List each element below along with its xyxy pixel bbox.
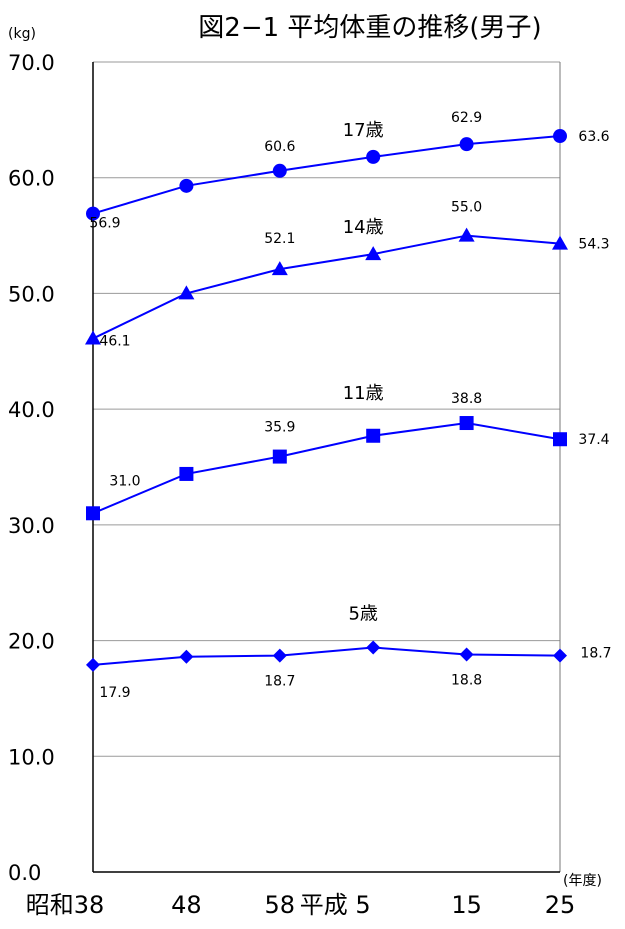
data-point [271, 261, 288, 276]
x-tick-label: 15 [451, 891, 482, 919]
data-point [366, 428, 381, 443]
series-line [92, 234, 561, 340]
data-label: 38.8 [451, 391, 482, 407]
data-point [179, 466, 194, 481]
data-point [272, 449, 287, 464]
data-point [272, 163, 287, 178]
y-tick-label: 20.0 [8, 630, 55, 654]
y-tick-label: 30.0 [8, 514, 55, 538]
x-axis-unit: (年度) [563, 873, 602, 889]
data-point [365, 246, 382, 261]
data-label: 56.9 [89, 216, 120, 232]
data-point [553, 648, 567, 663]
data-point [86, 206, 100, 221]
y-tick-label: 40.0 [8, 398, 55, 422]
data-point [553, 129, 567, 144]
series-name-label: 5歳 [348, 604, 377, 625]
data-point [459, 416, 474, 431]
chart-title: 図2−1 平均体重の推移(男子) [198, 13, 541, 43]
data-point [179, 649, 194, 664]
x-tick-label: 58 [265, 891, 296, 919]
data-point [458, 227, 475, 242]
data-point [178, 285, 195, 300]
data-label: 46.1 [99, 334, 130, 350]
y-tick-label: 60.0 [8, 167, 55, 191]
data-label: 17.9 [99, 685, 130, 701]
data-label: 31.0 [109, 473, 140, 489]
data-label: 62.9 [451, 110, 482, 126]
series-line [92, 135, 561, 215]
data-point [86, 506, 100, 521]
data-label: 35.9 [264, 420, 295, 436]
series-line [92, 646, 561, 666]
series-1: 46.1 52.1 55.0 54.3 14歳 [85, 200, 610, 350]
data-point [272, 648, 287, 663]
x-tick-label: 平成 5 [300, 891, 371, 919]
y-tick-labels: 0.0 10.0 20.0 30.0 40.0 50.0 60.0 70.0 [8, 51, 55, 885]
series-0: 56.9 60.6 62.9 63.6 17歳 [86, 110, 610, 232]
data-point [86, 657, 100, 672]
data-label: 18.7 [264, 674, 295, 690]
data-point [459, 647, 474, 662]
series: 56.9 60.6 62.9 63.6 17歳 46.1 52.1 55.0 54.3 14歳 31… [85, 110, 612, 701]
data-point [85, 330, 101, 345]
y-axis-unit: (kg) [8, 26, 36, 42]
data-point [366, 149, 381, 164]
data-label: 63.6 [578, 129, 609, 145]
y-tick-label: 50.0 [8, 282, 55, 306]
y-tick-label: 70.0 [8, 51, 55, 75]
data-label: 54.3 [578, 237, 609, 253]
axes [92, 62, 560, 873]
y-tick-label: 0.0 [8, 861, 41, 885]
data-label: 55.0 [451, 200, 482, 216]
series-line [92, 422, 561, 515]
x-tick-labels: 昭和38 48 58 平成 5 15 25 [26, 891, 576, 919]
data-label: 60.6 [264, 139, 295, 155]
data-point [179, 178, 194, 193]
series-2: 31.0 35.9 38.8 37.4 11歳 [86, 383, 610, 521]
series-3: 17.9 18.7 18.8 18.7 5歳 [86, 604, 612, 701]
data-label: 18.7 [580, 646, 611, 662]
series-name-label: 17歳 [343, 120, 384, 141]
series-name-label: 11歳 [343, 383, 384, 404]
data-point [366, 640, 381, 655]
data-point [552, 235, 568, 250]
data-label: 52.1 [264, 231, 295, 247]
x-tick-label: 48 [171, 891, 202, 919]
data-label: 18.8 [451, 672, 482, 688]
x-tick-label: 25 [545, 891, 576, 919]
gridlines [93, 61, 561, 872]
y-tick-label: 10.0 [8, 745, 55, 769]
series-name-label: 14歳 [343, 217, 384, 238]
data-label: 37.4 [578, 432, 609, 448]
data-point [553, 432, 567, 447]
data-point [459, 137, 474, 152]
x-tick-label: 昭和38 [26, 891, 105, 919]
